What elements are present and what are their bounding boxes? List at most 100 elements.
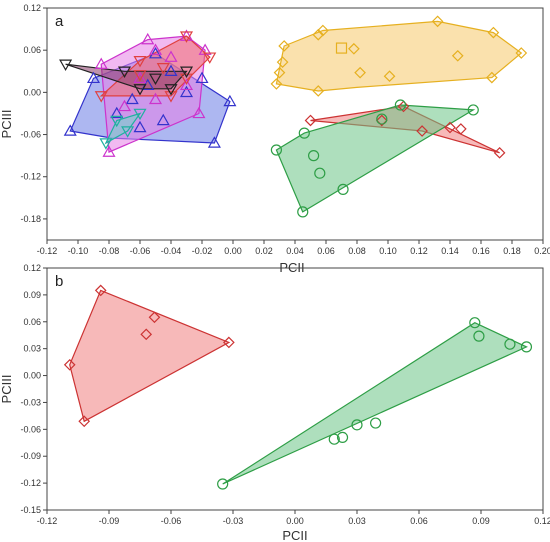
data-point	[397, 100, 410, 113]
data-point	[179, 31, 194, 43]
y-tick-label: -0.06	[20, 130, 41, 140]
data-point	[94, 91, 108, 103]
x-tick-label: 0.03	[348, 516, 366, 526]
x-tick-label: -0.02	[192, 246, 213, 256]
x-tick-label: -0.03	[223, 516, 244, 526]
x-tick-label: 0.14	[441, 246, 459, 256]
data-point	[156, 63, 170, 75]
data-point	[314, 167, 326, 179]
x-tick-label: 0.12	[534, 516, 550, 526]
x-tick-label: 0.02	[255, 246, 273, 256]
data-point	[133, 71, 147, 84]
x-tick-label: 0.06	[410, 516, 428, 526]
series-hull	[275, 20, 523, 92]
data-point	[276, 56, 289, 68]
x-tick-label: 0.04	[286, 246, 304, 256]
data-point	[133, 70, 147, 82]
data-point	[469, 317, 481, 329]
y-tick-label: -0.09	[20, 451, 41, 461]
data-point	[431, 15, 444, 28]
data-point	[354, 66, 366, 79]
panel-label: a	[55, 13, 64, 30]
data-point	[133, 56, 147, 68]
data-point	[148, 46, 163, 59]
y-axis-label: PCIII	[0, 110, 14, 139]
y-tick-label: -0.03	[20, 397, 41, 407]
y-tick-label: 0.09	[23, 290, 41, 300]
data-point	[493, 146, 506, 159]
data-point	[133, 84, 147, 96]
data-point	[473, 330, 485, 342]
data-point	[223, 336, 235, 349]
data-point	[394, 99, 406, 111]
y-tick-label: 0.12	[23, 3, 41, 13]
data-point	[308, 150, 320, 162]
x-tick-label: 0.09	[472, 516, 490, 526]
y-tick-label: 0.03	[23, 344, 41, 354]
data-point	[223, 94, 237, 107]
data-point	[455, 123, 467, 135]
data-point	[467, 104, 479, 116]
series-hull	[222, 322, 528, 485]
x-tick-label: 0.12	[410, 246, 428, 256]
x-tick-label: -0.12	[37, 246, 58, 256]
y-tick-label: 0.06	[23, 45, 41, 55]
data-point	[133, 108, 147, 121]
series-hull	[69, 289, 231, 423]
data-point	[179, 66, 194, 78]
data-point	[504, 338, 516, 350]
panel-label: b	[55, 273, 63, 290]
x-tick-label: -0.08	[99, 246, 120, 256]
x-tick-label: -0.12	[37, 516, 58, 526]
x-tick-label: -0.10	[68, 246, 89, 256]
data-point	[133, 120, 147, 133]
data-point	[207, 136, 221, 148]
data-point	[312, 85, 325, 97]
panel-b: -0.12 -0.09 -0.06 -0.03 0.00 0.03 0.06 0.09 0.12…	[0, 263, 550, 542]
data-point	[451, 49, 464, 62]
data-point	[337, 183, 349, 195]
x-tick-label: -0.06	[130, 246, 151, 256]
data-point	[515, 47, 528, 59]
data-point	[383, 70, 396, 83]
data-point	[164, 84, 178, 96]
data-point	[370, 417, 382, 429]
data-point	[351, 419, 363, 431]
data-point	[336, 431, 349, 443]
data-point	[520, 341, 533, 353]
x-tick-label: 0.00	[224, 246, 242, 256]
data-point	[278, 40, 290, 52]
data-point	[486, 71, 498, 84]
data-point	[110, 106, 124, 119]
x-tick-label: 0.00	[286, 516, 304, 526]
data-point	[125, 92, 139, 105]
data-point	[102, 145, 116, 157]
data-point	[59, 59, 73, 71]
data-point	[99, 138, 113, 150]
data-point	[217, 478, 229, 490]
x-tick-label: -0.09	[99, 516, 120, 526]
data-point	[148, 311, 161, 324]
y-tick-label: -0.12	[20, 172, 41, 182]
x-tick-label: 0.18	[503, 246, 521, 256]
y-tick-label: -0.15	[20, 505, 41, 515]
data-point	[121, 126, 135, 138]
data-point	[304, 114, 317, 127]
y-tick-label: 0.00	[23, 87, 41, 97]
data-point	[117, 99, 132, 112]
data-point	[312, 28, 325, 41]
data-point	[416, 125, 428, 137]
data-point	[487, 26, 500, 39]
y-tick-label: -0.12	[20, 478, 41, 488]
data-point	[297, 206, 309, 218]
data-point	[94, 57, 108, 69]
data-point	[148, 73, 163, 86]
data-point	[298, 127, 310, 139]
data-point	[348, 42, 360, 55]
data-point	[376, 113, 388, 125]
data-point	[270, 78, 283, 90]
data-point	[63, 124, 77, 136]
data-point	[192, 106, 206, 119]
x-tick-label: 0.10	[379, 246, 397, 256]
